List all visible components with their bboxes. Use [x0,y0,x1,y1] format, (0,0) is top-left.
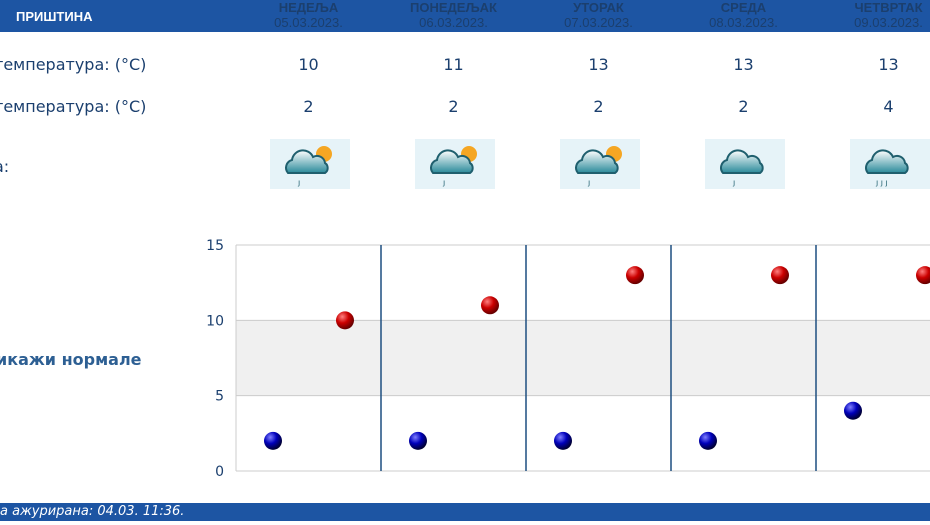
min-temp-point [264,431,282,450]
min-temp-label: температура: (°C) [0,97,147,116]
day-name: ЧЕТВРТАК [854,0,923,15]
normal-band [236,320,930,396]
svg-text:ȷ: ȷ [732,178,735,187]
max-temp-point [336,311,354,330]
last-updated: а ажурирана: 04.03. 11:36. [0,504,185,519]
max-temp-value: 13 [878,55,899,74]
svg-text:ȷ: ȷ [587,178,590,187]
day-header: СРЕДА 08.03.2023. [671,0,816,30]
min-temp-point [554,431,572,450]
max-temp-point [481,296,499,315]
max-temp-point [771,266,789,285]
svg-text:ȷ: ȷ [297,178,300,187]
day-header: НЕДЕЉА 05.03.2023. [236,0,381,30]
y-tick-label: 15 [206,238,224,254]
min-temp-point [699,431,717,450]
cloudy-rain-icon: ȷ ȷ ȷ [850,139,930,189]
max-temp-point [916,266,930,285]
max-temp-value: 13 [733,55,754,74]
day-header: УТОРАК 07.03.2023. [526,0,671,30]
partly-cloudy-light-rain-icon: ȷ [560,139,640,189]
city-name: ПРИШТИНА [16,9,93,24]
day-header: ЧЕТВРТАК 09.03.2023. [816,0,930,30]
header-bar: ПРИШТИНА [0,0,930,32]
day-date: 09.03.2023. [854,15,923,30]
day-name: УТОРАК [573,0,624,15]
y-tick-label: 0 [215,464,224,480]
max-temp-value: 11 [443,55,464,74]
max-temp-point [626,266,644,285]
day-name: СРЕДА [720,0,767,15]
max-temp-value: 10 [298,55,319,74]
max-temp-label: температура: (°C) [0,55,147,74]
min-temp-value: 4 [883,97,894,116]
temperature-chart: 0 5 10 15 [206,238,930,480]
svg-text:ȷ: ȷ [442,178,445,187]
min-temp-value: 2 [448,97,459,116]
svg-text:ȷ ȷ ȷ: ȷ ȷ ȷ [875,178,888,187]
min-temp-value: 2 [303,97,314,116]
footer-bar: а ажурирана: 04.03. 11:36. [0,503,930,521]
partly-cloudy-light-rain-icon: ȷ [270,139,350,189]
show-normals-link[interactable]: икажи нормале [0,350,142,369]
cloudy-light-rain-icon: ȷ [705,139,785,189]
min-temp-value: 2 [738,97,749,116]
y-tick-label: 10 [206,313,224,329]
partly-cloudy-light-rain-icon: ȷ [415,139,495,189]
day-date: 06.03.2023. [419,15,488,30]
day-name: ПОНЕДЕЉАК [410,0,497,15]
min-temp-value: 2 [593,97,604,116]
day-date: 07.03.2023. [564,15,633,30]
y-tick-label: 5 [215,389,224,405]
min-temp-point [844,401,862,420]
day-name: НЕДЕЉА [278,0,339,15]
day-date: 08.03.2023. [709,15,778,30]
min-temp-point [409,431,427,450]
day-header: ПОНЕДЕЉАК 06.03.2023. [381,0,526,30]
day-date: 05.03.2023. [274,15,343,30]
max-temp-value: 13 [588,55,609,74]
weather-label: а: [0,157,10,176]
